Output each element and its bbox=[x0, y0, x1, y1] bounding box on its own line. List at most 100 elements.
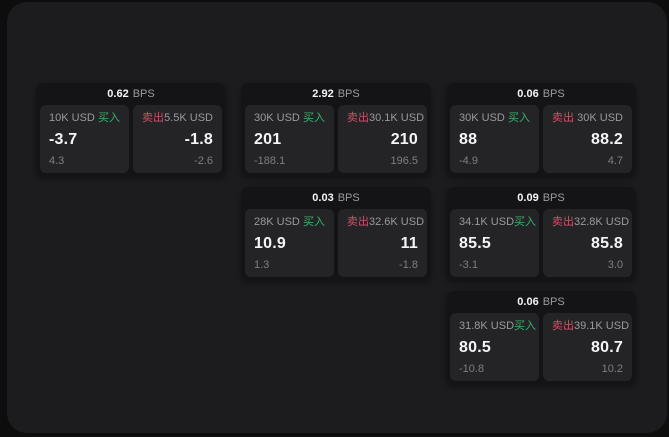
buy-quote-tile[interactable]: 31.8K USD 买入 80.5 -10.8 bbox=[450, 313, 539, 381]
sell-size-label: 30K USD bbox=[577, 112, 623, 124]
buy-quote-tile[interactable]: 30K USD 买入 88 -4.9 bbox=[450, 105, 539, 173]
sell-price: 88.2 bbox=[591, 131, 623, 148]
sell-delta: 4.7 bbox=[607, 155, 623, 167]
bps-value: 0.06 bbox=[517, 296, 539, 308]
card-body: 30K USD 买入 88 -4.9 卖出 30K USD 88.2 4.7 bbox=[446, 105, 636, 177]
buy-tile-header: 30K USD 买入 bbox=[459, 112, 530, 124]
sell-price: 80.7 bbox=[591, 339, 623, 356]
buy-delta: -4.9 bbox=[459, 155, 478, 167]
bps-unit-label: BPS bbox=[132, 88, 155, 100]
card-body: 31.8K USD 买入 80.5 -10.8 卖出 39.1K USD 80.… bbox=[446, 313, 636, 385]
buy-size-label: 30K USD bbox=[459, 112, 505, 124]
sell-size-label: 32.6K USD bbox=[369, 216, 425, 228]
bps-value: 2.92 bbox=[312, 88, 334, 100]
buy-delta: -3.1 bbox=[459, 259, 478, 271]
card-header: 0.62 BPS bbox=[36, 83, 226, 105]
sell-quote-tile[interactable]: 卖出 30K USD 88.2 4.7 bbox=[543, 105, 632, 173]
sell-side-label: 卖出 bbox=[552, 112, 574, 124]
buy-size-label: 30K USD bbox=[254, 112, 300, 124]
card-header: 0.09 BPS bbox=[446, 187, 636, 209]
sell-side-label: 卖出 bbox=[347, 112, 369, 124]
bps-value: 0.09 bbox=[517, 192, 539, 204]
sell-delta: -2.6 bbox=[194, 155, 213, 167]
buy-quote-tile[interactable]: 28K USD 买入 10.9 1.3 bbox=[245, 209, 334, 277]
buy-delta: 4.3 bbox=[49, 155, 65, 167]
sell-tile-header: 卖出 32.6K USD bbox=[347, 216, 424, 228]
buy-tile-header: 30K USD 买入 bbox=[254, 112, 325, 124]
buy-size-label: 34.1K USD bbox=[459, 216, 515, 228]
card-body: 10K USD 买入 -3.7 4.3 卖出 5.5K USD -1.8 -2.… bbox=[36, 105, 226, 177]
bps-unit-label: BPS bbox=[542, 192, 565, 204]
card-body: 34.1K USD 买入 85.5 -3.1 卖出 32.8K USD 85.8… bbox=[446, 209, 636, 281]
card-header: 0.06 BPS bbox=[446, 83, 636, 105]
buy-tile-header: 10K USD 买入 bbox=[49, 112, 120, 124]
sell-delta: 196.5 bbox=[390, 155, 418, 167]
sell-price: 11 bbox=[400, 235, 418, 252]
buy-price: 80.5 bbox=[459, 339, 491, 356]
buy-side-label: 买入 bbox=[514, 320, 537, 332]
sell-side-label: 卖出 bbox=[347, 216, 369, 228]
buy-price: 201 bbox=[254, 131, 282, 148]
sell-delta: -1.8 bbox=[399, 259, 418, 271]
quote-card: 0.06 BPS 30K USD 买入 88 -4.9 卖出 30K USD 8… bbox=[446, 83, 636, 177]
buy-price: 85.5 bbox=[459, 235, 491, 252]
card-body: 30K USD 买入 201 -188.1 卖出 30.1K USD 210 1… bbox=[241, 105, 431, 177]
sell-tile-header: 卖出 5.5K USD bbox=[142, 112, 213, 124]
buy-price: 88 bbox=[459, 131, 478, 148]
buy-size-label: 10K USD bbox=[49, 112, 95, 124]
quote-card: 0.06 BPS 31.8K USD 买入 80.5 -10.8 卖出 39.1… bbox=[446, 291, 636, 385]
sell-quote-tile[interactable]: 卖出 30.1K USD 210 196.5 bbox=[338, 105, 427, 173]
bps-value: 0.62 bbox=[107, 88, 129, 100]
bps-unit-label: BPS bbox=[337, 192, 360, 204]
buy-side-label: 买入 bbox=[98, 112, 120, 124]
sell-price: 85.8 bbox=[591, 235, 623, 252]
buy-quote-tile[interactable]: 10K USD 买入 -3.7 4.3 bbox=[40, 105, 129, 173]
app-window-panel: 0.62 BPS 10K USD 买入 -3.7 4.3 卖出 5.5K USD… bbox=[7, 2, 667, 433]
sell-side-label: 卖出 bbox=[552, 320, 574, 332]
buy-quote-tile[interactable]: 30K USD 买入 201 -188.1 bbox=[245, 105, 334, 173]
bps-unit-label: BPS bbox=[542, 296, 565, 308]
buy-side-label: 买入 bbox=[514, 216, 537, 228]
bps-value: 0.06 bbox=[517, 88, 539, 100]
sell-tile-header: 卖出 30.1K USD bbox=[347, 112, 424, 124]
bps-unit-label: BPS bbox=[337, 88, 360, 100]
sell-tile-header: 卖出 39.1K USD bbox=[552, 320, 629, 332]
buy-quote-tile[interactable]: 34.1K USD 买入 85.5 -3.1 bbox=[450, 209, 539, 277]
quote-card: 0.09 BPS 34.1K USD 买入 85.5 -3.1 卖出 32.8K… bbox=[446, 187, 636, 281]
sell-price: -1.8 bbox=[184, 131, 213, 148]
quote-card-grid: 0.62 BPS 10K USD 买入 -3.7 4.3 卖出 5.5K USD… bbox=[36, 83, 636, 385]
buy-tile-header: 34.1K USD 买入 bbox=[459, 216, 536, 228]
sell-side-label: 卖出 bbox=[552, 216, 574, 228]
sell-size-label: 32.8K USD bbox=[574, 216, 630, 228]
sell-delta: 3.0 bbox=[607, 259, 623, 271]
buy-side-label: 买入 bbox=[303, 112, 325, 124]
sell-quote-tile[interactable]: 卖出 32.8K USD 85.8 3.0 bbox=[543, 209, 632, 277]
bps-value: 0.03 bbox=[312, 192, 334, 204]
sell-tile-header: 卖出 30K USD bbox=[552, 112, 623, 124]
sell-quote-tile[interactable]: 卖出 32.6K USD 11 -1.8 bbox=[338, 209, 427, 277]
quote-card: 2.92 BPS 30K USD 买入 201 -188.1 卖出 30.1K … bbox=[241, 83, 431, 177]
card-header: 0.06 BPS bbox=[446, 291, 636, 313]
quote-card: 0.62 BPS 10K USD 买入 -3.7 4.3 卖出 5.5K USD… bbox=[36, 83, 226, 177]
sell-size-label: 5.5K USD bbox=[164, 112, 213, 124]
buy-price: -3.7 bbox=[49, 131, 78, 148]
buy-size-label: 28K USD bbox=[254, 216, 300, 228]
buy-size-label: 31.8K USD bbox=[459, 320, 515, 332]
sell-size-label: 30.1K USD bbox=[369, 112, 425, 124]
buy-tile-header: 31.8K USD 买入 bbox=[459, 320, 536, 332]
buy-price: 10.9 bbox=[254, 235, 286, 252]
buy-delta: -188.1 bbox=[254, 155, 286, 167]
sell-quote-tile[interactable]: 卖出 39.1K USD 80.7 10.2 bbox=[543, 313, 632, 381]
quote-card: 0.03 BPS 28K USD 买入 10.9 1.3 卖出 32.6K US… bbox=[241, 187, 431, 281]
sell-quote-tile[interactable]: 卖出 5.5K USD -1.8 -2.6 bbox=[133, 105, 222, 173]
buy-side-label: 买入 bbox=[508, 112, 530, 124]
buy-side-label: 买入 bbox=[303, 216, 325, 228]
buy-delta: -10.8 bbox=[459, 363, 485, 375]
sell-tile-header: 卖出 32.8K USD bbox=[552, 216, 629, 228]
card-header: 2.92 BPS bbox=[241, 83, 431, 105]
sell-price: 210 bbox=[390, 131, 418, 148]
card-header: 0.03 BPS bbox=[241, 187, 431, 209]
sell-side-label: 卖出 bbox=[142, 112, 164, 124]
buy-delta: 1.3 bbox=[254, 259, 270, 271]
buy-tile-header: 28K USD 买入 bbox=[254, 216, 325, 228]
